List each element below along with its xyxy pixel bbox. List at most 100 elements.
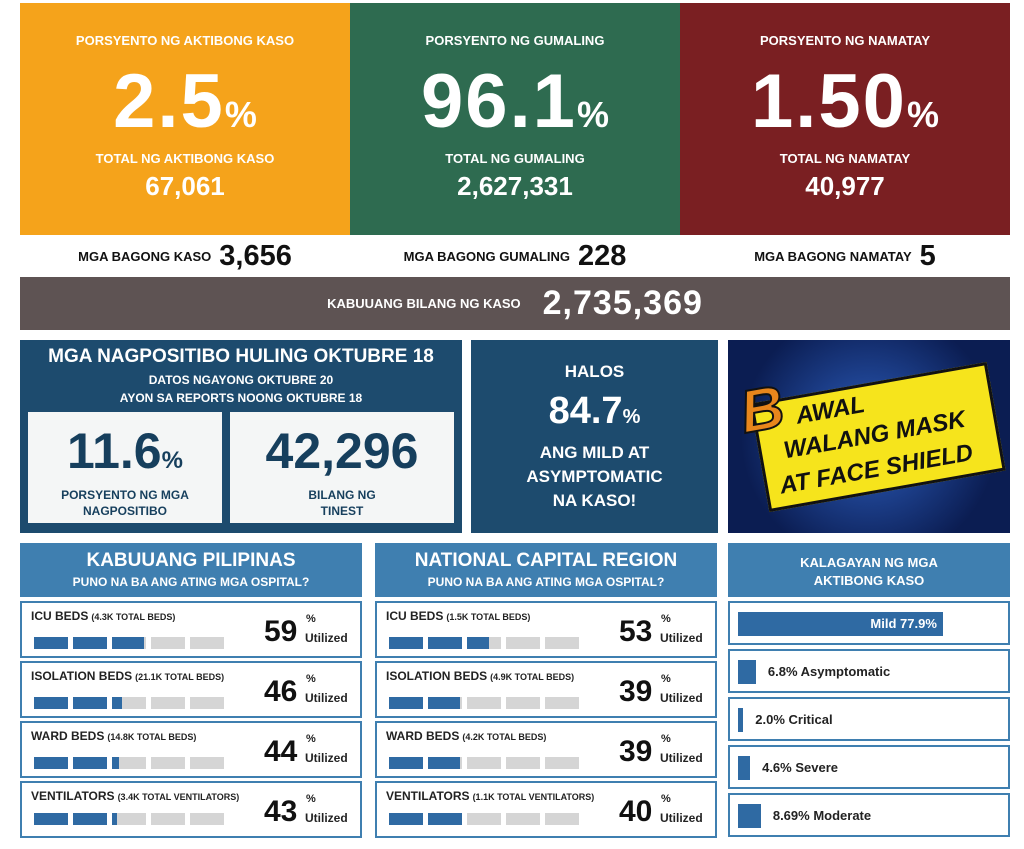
total-label: TOTAL NG NAMATAY (779, 151, 911, 166)
hospital-row: ICU BEDS (1.5K TOTAL BEDS) 53% Utilized (375, 601, 717, 658)
bed-capacity: (14.8K TOTAL BEDS) (107, 732, 197, 742)
banner-sign: B AWAL WALANG MASK AT FACE SHIELD (734, 361, 1006, 513)
total-label: TOTAL NG AKTIBONG KASO (95, 151, 275, 166)
utilized-value: 46 (264, 675, 298, 708)
bed-capacity: (3.4K TOTAL VENTILATORS) (117, 792, 240, 802)
bed-label: VENTILATORS (3.4K TOTAL VENTILATORS) (31, 789, 239, 803)
status-label: Mild 77.9% (870, 616, 937, 631)
positivity-subtitle: DATOS NGAYONG OKTUBRE 20 (148, 373, 334, 387)
hospital-row: WARD BEDS (4.2K TOTAL BEDS) 39% Utilized (375, 721, 717, 778)
bed-cell (34, 697, 68, 709)
bed-cell (112, 757, 146, 769)
bed-capacity: (1.1K TOTAL VENTILATORS) (472, 792, 595, 802)
new-case: MGA BAGONG NAMATAY 5 (680, 238, 1010, 274)
bed-cell (151, 637, 185, 649)
percent-sign: % (306, 673, 316, 685)
hospital-row: WARD BEDS (14.8K TOTAL BEDS) 44% Utilized (20, 721, 362, 778)
bed-type: ISOLATION BEDS (386, 669, 488, 683)
hospital-title: KABUUANG PILIPINAS (86, 550, 296, 571)
status-label: 6.8% Asymptomatic (767, 664, 891, 679)
hospital-row: ISOLATION BEDS (4.9K TOTAL BEDS) 39% Utiliz… (375, 661, 717, 718)
bed-fill (428, 813, 462, 825)
hospital-row: ICU BEDS (4.3K TOTAL BEDS) 59% Utilized (20, 601, 362, 658)
hospital-subtitle: PUNO NA BA ANG ATING MGA OSPITAL? (427, 575, 665, 589)
new-case-value: 3,656 (219, 239, 292, 272)
mild-text: ASYMPTOMATIC (526, 467, 663, 486)
percent-sign: % (906, 94, 939, 135)
summary-box: PORSYENTO NG NAMATAY 1.50% TOTAL NG NAMATA… (680, 3, 1010, 235)
summary-label: PORSYENTO NG GUMALING (425, 33, 605, 48)
rate-box: 11.6% PORSYENTO NG MGA NAGPOSITIBO (28, 412, 222, 523)
bed-cell (112, 697, 146, 709)
percent-value: 2.5 (113, 59, 225, 144)
bed-fill (34, 757, 68, 769)
total-cases-value: 2,735,369 (542, 284, 703, 322)
bed-cell (34, 757, 68, 769)
bed-type: VENTILATORS (386, 789, 470, 803)
percent-value: 96.1 (421, 59, 577, 144)
bed-label: WARD BEDS (4.2K TOTAL BEDS) (386, 729, 546, 743)
percent-sign: % (661, 673, 671, 685)
bed-label: VENTILATORS (1.1K TOTAL VENTILATORS) (386, 789, 594, 803)
hospital-header: KABUUANG PILIPINAS PUNO NA BA ANG ATING M… (20, 543, 362, 597)
bed-cell (467, 697, 501, 709)
utilized-label: Utilized (305, 751, 348, 765)
status-bar (738, 708, 744, 732)
bed-cell (467, 757, 501, 769)
utilized-value: 40 (619, 795, 653, 828)
bed-capacity: (4.3K TOTAL BEDS) (91, 612, 176, 622)
bed-cell (545, 813, 579, 825)
bed-fill (73, 697, 107, 709)
bed-label: ICU BEDS (4.3K TOTAL BEDS) (31, 609, 175, 623)
bed-cell (151, 697, 185, 709)
utilized-label: Utilized (305, 691, 348, 705)
status-label: 2.0% Critical (755, 712, 833, 727)
bed-fill (389, 637, 423, 649)
bed-type: ICU BEDS (386, 609, 444, 623)
utilized-value: 59 (264, 615, 298, 648)
bed-fill (112, 757, 119, 769)
bed-cell (190, 697, 224, 709)
bed-cell (151, 757, 185, 769)
summary-box: PORSYENTO NG GUMALING 96.1% TOTAL NG GUMAL… (350, 3, 680, 235)
bed-fill (34, 813, 68, 825)
bed-capacity: (4.2K TOTAL BEDS) (462, 732, 547, 742)
hospital-row: VENTILATORS (3.4K TOTAL VENTILATORS) 43% Ut… (20, 781, 362, 838)
bed-cell (190, 813, 224, 825)
new-case-label: MGA BAGONG GUMALING (403, 248, 570, 264)
bed-fill (389, 813, 423, 825)
bed-fill (34, 697, 68, 709)
bed-cell (506, 637, 540, 649)
total-cases-bar: KABUUANG BILANG NG KASO 2,735,369 (20, 277, 1010, 330)
bed-capacity: (1.5K TOTAL BEDS) (446, 612, 531, 622)
bed-cell (545, 757, 579, 769)
hospital-subtitle: PUNO NA BA ANG ATING MGA OSPITAL? (72, 575, 310, 589)
hospital-header: NATIONAL CAPITAL REGION PUNO NA BA ANG AT… (375, 543, 717, 597)
bed-cell (428, 757, 462, 769)
percent-sign: % (161, 447, 183, 474)
bed-cell (506, 813, 540, 825)
bed-cell (389, 813, 423, 825)
bed-cell (190, 637, 224, 649)
new-case: MGA BAGONG KASO 3,656 (20, 238, 350, 274)
tested-value: 42,296 (265, 423, 419, 479)
bed-cell (428, 637, 462, 649)
bed-cell (545, 697, 579, 709)
mild-value: 84.7% (471, 390, 718, 433)
mild-prefix: HALOS (564, 362, 625, 381)
utilized-value: 53 (619, 615, 653, 648)
new-case-value: 5 (919, 239, 936, 272)
new-case-value: 228 (577, 239, 627, 272)
bed-cell (73, 637, 107, 649)
bed-cell (73, 697, 107, 709)
rate-label: NAGPOSITIBO (82, 504, 167, 518)
bed-fill (428, 757, 461, 769)
bed-capacity: (4.9K TOTAL BEDS) (490, 672, 575, 682)
utilized-label: Utilized (660, 691, 703, 705)
bed-label: ISOLATION BEDS (4.9K TOTAL BEDS) (386, 669, 574, 683)
bed-capacity: (21.1K TOTAL BEDS) (135, 672, 225, 682)
percent-sign: % (306, 613, 316, 625)
mild-text: ANG MILD AT (539, 443, 650, 462)
utilized-label: Utilized (660, 751, 703, 765)
status-row: 4.6% Severe (728, 745, 1010, 789)
